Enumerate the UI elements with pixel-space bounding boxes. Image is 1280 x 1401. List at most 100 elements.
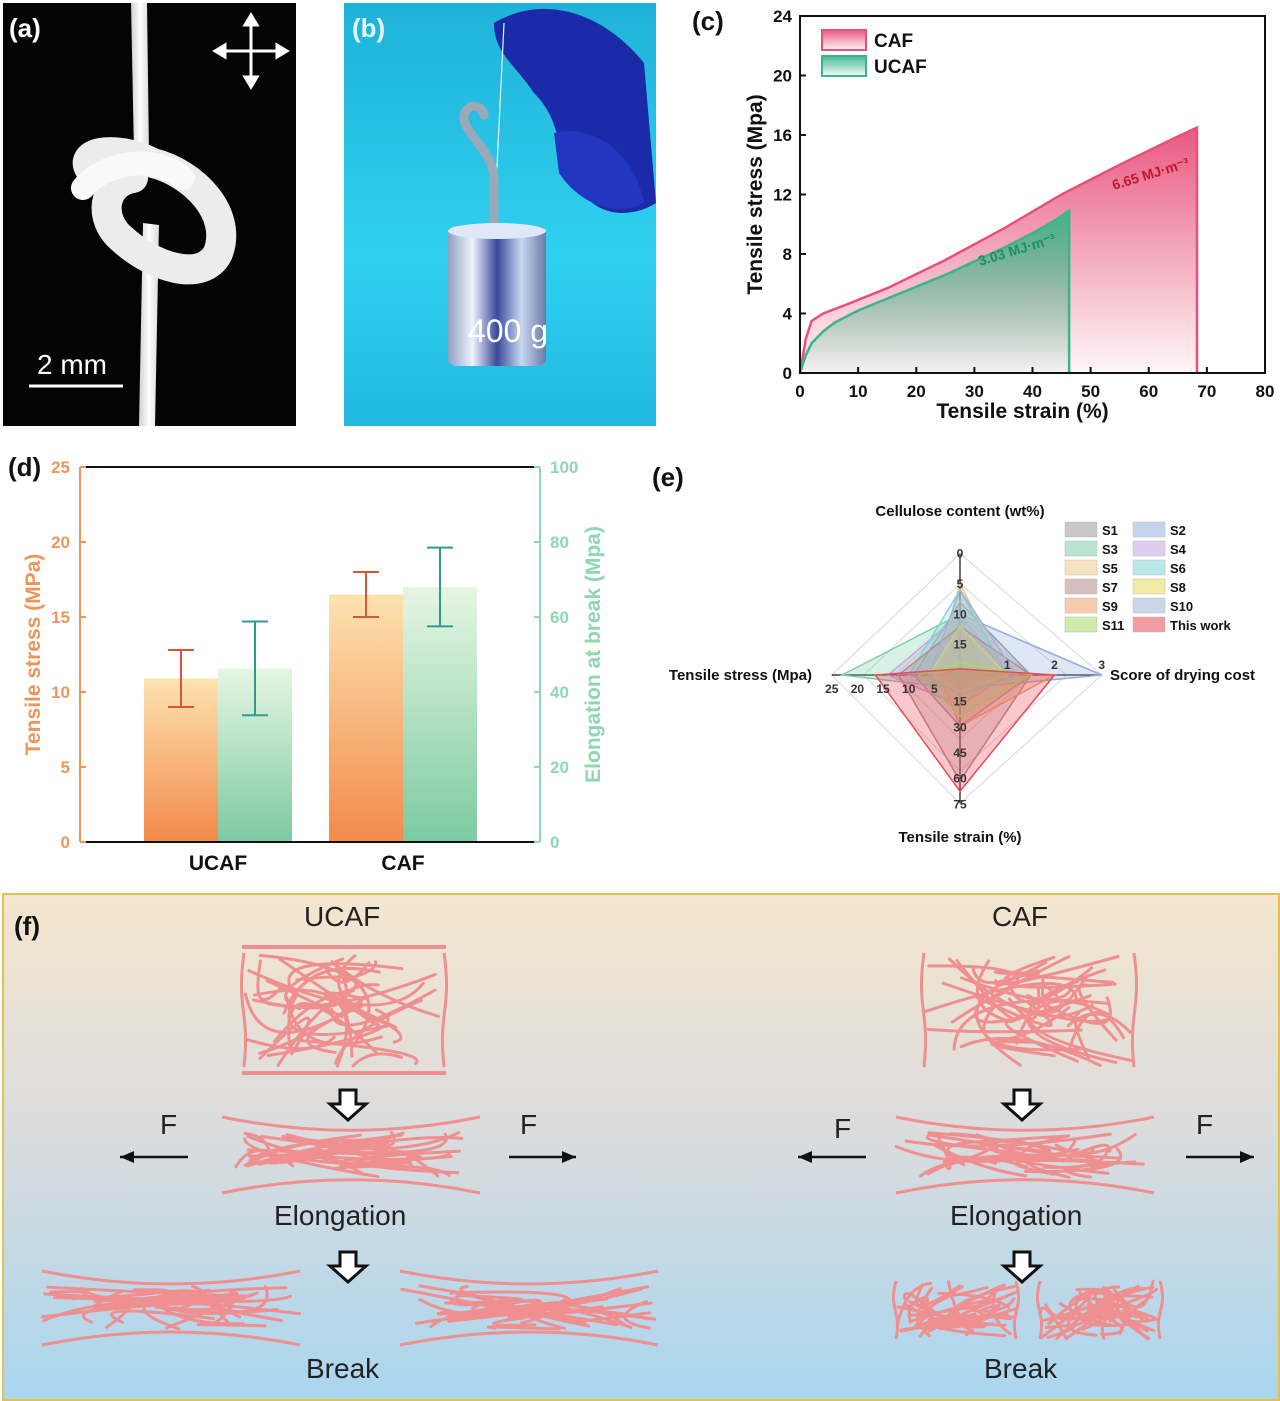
force-label-right-caf: F (1196, 1109, 1213, 1141)
legend-swatch (1133, 598, 1165, 613)
y-tick-label-left: 0 (61, 833, 70, 852)
panel-label-b: (b) (352, 13, 385, 44)
legend-label: S4 (1170, 542, 1187, 557)
legend-label: S10 (1170, 599, 1193, 614)
fiber-boundary (42, 1271, 300, 1284)
y-tick-label: 12 (773, 186, 792, 205)
fiber-strand (975, 1157, 1025, 1159)
y-tick-label: 24 (773, 7, 792, 26)
legend-swatch (1065, 560, 1097, 575)
fiber-boundary (42, 1332, 300, 1345)
legend-label: S3 (1102, 542, 1118, 557)
legend-swatch (1065, 598, 1097, 613)
x-tick-label: 50 (1081, 382, 1100, 401)
fiber-strand (353, 1054, 401, 1066)
down-arrow-icon (330, 1090, 366, 1120)
y-tick-label-right: 60 (550, 608, 569, 627)
radar-tick-label: 45 (953, 746, 967, 760)
fiber-edge (442, 953, 446, 1067)
radar-tick-label: 5 (931, 682, 938, 696)
radar-tick-label: 15 (953, 695, 967, 709)
weight-hanging-photo (344, 3, 656, 426)
down-arrow-icon (330, 1252, 366, 1282)
y-axis-label-left: Tensile stress (MPa) (22, 554, 45, 756)
legend-label: S1 (1102, 523, 1118, 538)
legend-swatch (1133, 560, 1165, 575)
radar-tick-label: 25 (825, 682, 839, 696)
y-tick-label-left: 25 (51, 458, 70, 477)
legend-label: S11 (1102, 618, 1124, 633)
force-arrow-left-caf-head (798, 1151, 812, 1163)
y-tick-label-left: 20 (51, 533, 70, 552)
radar-tick-label: 75 (953, 797, 967, 811)
y-tick-label-left: 5 (61, 758, 70, 777)
y-tick-label-left: 15 (51, 608, 70, 627)
force-label-left-caf: F (834, 1113, 851, 1145)
y-tick-label-right: 80 (550, 533, 569, 552)
y-tick-label: 20 (773, 67, 792, 86)
ucaf-broken-left (42, 1271, 300, 1345)
x-tick-label: 60 (1139, 382, 1158, 401)
radar-tick-label: 15 (876, 682, 890, 696)
radar-tick-label: 60 (953, 772, 967, 786)
radar-tick-label: 10 (902, 682, 916, 696)
radar-tick-label: 0 (957, 547, 964, 561)
fiber-strand (928, 1029, 1081, 1031)
legend-swatch (1133, 579, 1165, 594)
fiber-boundary (896, 1180, 1154, 1193)
break-label-caf: Break (984, 1353, 1057, 1385)
caf-title: CAF (992, 901, 1048, 933)
fiber-strand (488, 1327, 559, 1329)
panel-b: (b) 400 g (344, 3, 656, 426)
radar-tick-label: 2 (1051, 658, 1058, 672)
force-arrow-right-caf-head (1240, 1151, 1254, 1163)
y-tick-label: 8 (783, 245, 792, 264)
y-tick-label-right: 20 (550, 758, 569, 777)
x-tick-label: 30 (965, 382, 984, 401)
legend-swatch (1133, 541, 1165, 556)
x-tick-label: 0 (795, 382, 804, 401)
y-tick-label-right: 0 (550, 833, 559, 852)
legend-label-ucaf: UCAF (874, 57, 927, 78)
radar-tick-label: 20 (851, 682, 865, 696)
radar-tick-label: 1 (1004, 658, 1011, 672)
y-axis-label: Tensile stress (Mpa) (744, 94, 767, 294)
fiber-boundary (222, 1180, 480, 1193)
radar-tick-label: 10 (953, 607, 967, 621)
legend-swatch (1065, 579, 1097, 594)
legend-label-caf: CAF (874, 31, 913, 52)
radar-axis-label: Cellulose content (wt%) (875, 503, 1044, 520)
y-tick-label: 16 (773, 126, 792, 145)
legend-label: This work (1170, 618, 1231, 633)
legend-swatch (1133, 617, 1165, 632)
x-axis-label: Tensile strain (%) (936, 400, 1108, 423)
panel-label-f: (f) (14, 911, 40, 942)
ucaf-initial-block (241, 947, 446, 1073)
y-tick-label-left: 10 (51, 683, 70, 702)
y-tick-label-right: 40 (550, 683, 569, 702)
caf-elongated-block (896, 1117, 1154, 1193)
x-tick-label: 10 (849, 382, 868, 401)
x-tick-label: 40 (1023, 382, 1042, 401)
weight-label: 400 g (468, 313, 548, 350)
legend-label: S8 (1170, 580, 1186, 595)
legend-label: S2 (1170, 523, 1186, 538)
elongation-label-ucaf: Elongation (274, 1200, 406, 1232)
fiber-boundary (400, 1271, 658, 1284)
radar-tick-label: 15 (953, 638, 967, 652)
legend-swatch-caf (822, 30, 866, 50)
panel-label-a: (a) (9, 13, 41, 44)
ucaf-elongated-block (222, 1117, 480, 1193)
x-tick-label: 20 (907, 382, 926, 401)
down-arrow-icon (1004, 1090, 1040, 1120)
legend-label: S9 (1102, 599, 1118, 614)
caf-initial-block (921, 953, 1136, 1067)
y-axis-label-right: Elongation at break (Mpa) (582, 526, 605, 783)
arrows-icon (215, 15, 287, 87)
legend-label: S6 (1170, 561, 1186, 576)
force-label-right-ucaf: F (520, 1109, 537, 1141)
caf-broken-left (893, 1281, 1018, 1339)
fiber-edge (1132, 953, 1136, 1067)
break-label-ucaf: Break (306, 1353, 379, 1385)
